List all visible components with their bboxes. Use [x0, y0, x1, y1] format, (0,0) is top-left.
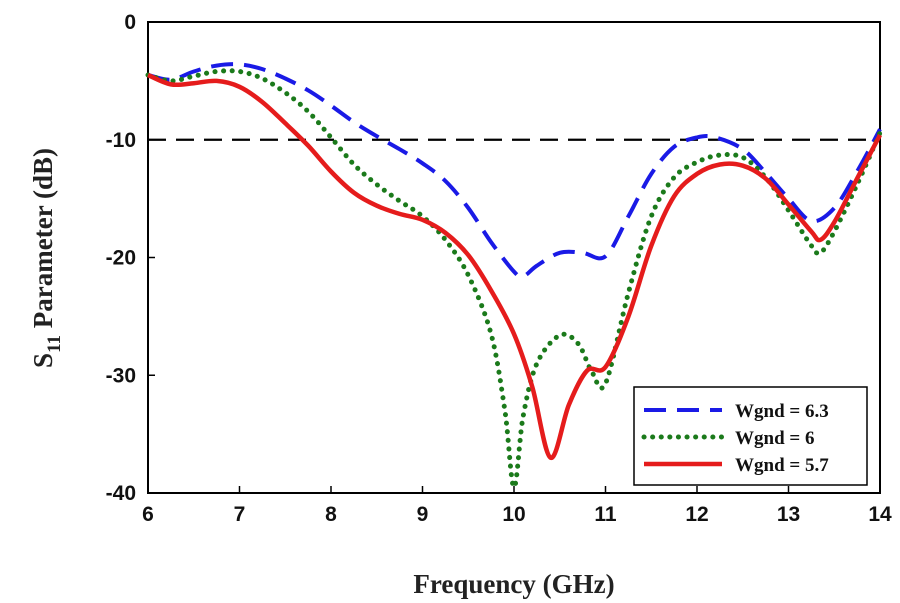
- x-tick-label: 12: [685, 503, 708, 526]
- y-axis-title-suffix: Parameter (dB): [28, 148, 58, 335]
- legend: Wgnd = 6.3 Wgnd = 6 Wgnd = 5.7: [633, 386, 868, 486]
- legend-label-2: Wgnd = 6: [735, 428, 814, 449]
- y-tick-label: -20: [106, 247, 136, 270]
- x-tick-label: 8: [325, 503, 337, 526]
- y-tick-label: 0: [124, 11, 136, 34]
- x-axis-title: Frequency (GHz): [413, 569, 614, 599]
- x-tick-label: 6: [142, 503, 154, 526]
- legend-rows: Wgnd = 6.3 Wgnd = 6 Wgnd = 5.7: [641, 401, 829, 476]
- series-line-1: [147, 62, 882, 279]
- x-tick-label: 10: [502, 503, 525, 526]
- x-tick-label: 7: [234, 503, 246, 526]
- series-line-2: [145, 68, 883, 490]
- x-tick-label: 11: [594, 503, 617, 526]
- y-tick-label: -30: [106, 364, 136, 387]
- x-tick-label: 13: [777, 503, 800, 526]
- legend-box: [633, 386, 868, 486]
- y-tick-label: -40: [106, 482, 136, 505]
- legend-label-3: Wgnd = 5.7: [735, 455, 829, 476]
- legend-label-1: Wgnd = 6.3: [735, 401, 829, 422]
- y-axis-title-prefix: S: [28, 353, 58, 368]
- x-axis-ticks: 6 7 8 9 10 11 12 13 14: [142, 486, 892, 526]
- series-line-3: [147, 72, 882, 460]
- x-tick-label: 14: [868, 503, 892, 526]
- x-tick-label: 9: [417, 503, 429, 526]
- y-axis-title-subscript: 11: [44, 335, 65, 353]
- y-tick-label: -10: [106, 129, 136, 152]
- series-layer: [145, 62, 883, 490]
- y-axis-title: S11 Parameter (dB): [28, 148, 65, 368]
